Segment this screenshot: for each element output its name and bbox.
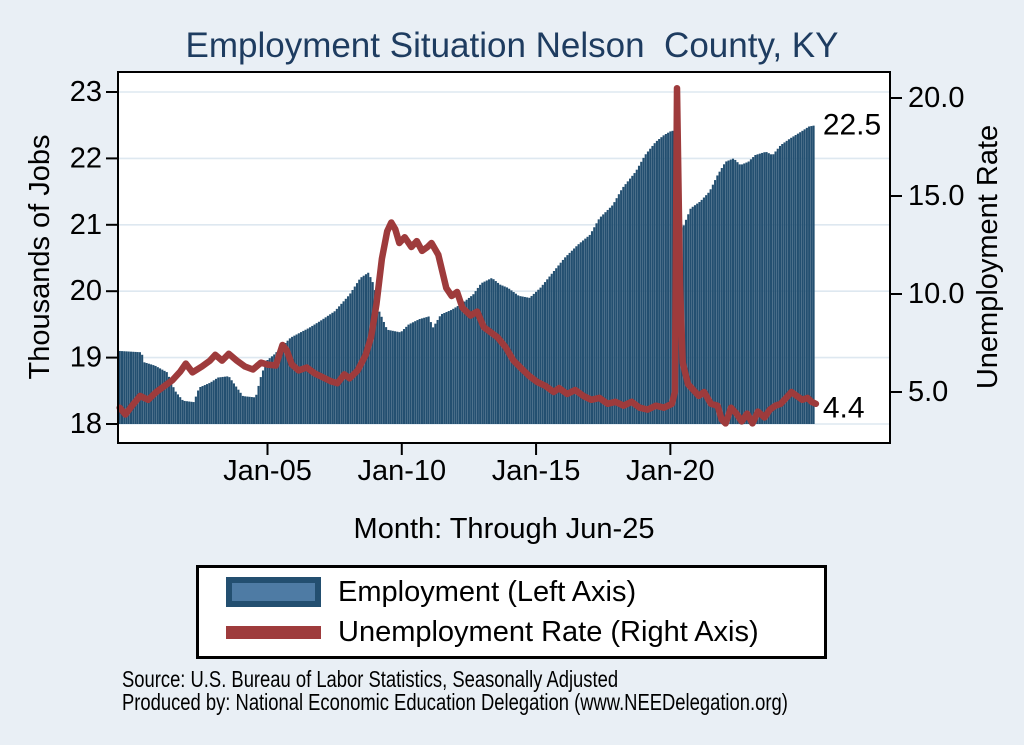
- footer-produced-by: Produced by: National Economic Education…: [122, 689, 788, 715]
- legend-item-employment: Employment (Left Axis): [226, 576, 824, 608]
- svg-text:Jan-10: Jan-10: [357, 455, 446, 487]
- right-axis-title: Unemployment Rate: [972, 125, 1004, 389]
- left-axis: 18 19 20 21 22 23: [70, 76, 118, 440]
- svg-text:23: 23: [70, 76, 102, 108]
- left-axis-title: Thousands of Jobs: [24, 134, 56, 379]
- x-axis: Jan-05 Jan-10 Jan-15 Jan-20: [223, 443, 715, 487]
- svg-text:Jan-15: Jan-15: [492, 455, 581, 487]
- right-axis: 5.0 10.0 15.0 20.0: [890, 82, 964, 408]
- legend-label-employment: Employment (Left Axis): [338, 575, 637, 608]
- svg-text:Jan-20: Jan-20: [626, 455, 715, 487]
- annotation-unemployment-latest: 4.4: [823, 391, 865, 424]
- employment-bars-series: [118, 125, 815, 425]
- annotation-employment-latest: 22.5: [823, 109, 881, 142]
- svg-text:19: 19: [70, 342, 102, 374]
- legend-box: Employment (Left Axis) Unemployment Rate…: [196, 565, 827, 659]
- unemployment-rate-line: [116, 84, 820, 427]
- x-axis-title: Month: Through Jun-25: [354, 513, 655, 545]
- legend-swatch-employment-bar: [226, 577, 321, 607]
- svg-text:15.0: 15.0: [908, 180, 964, 212]
- svg-text:Jan-05: Jan-05: [223, 455, 312, 487]
- footer: Source: U.S. Bureau of Labor Statistics,…: [122, 668, 788, 714]
- svg-text:20.0: 20.0: [908, 82, 964, 114]
- footer-source: Source: U.S. Bureau of Labor Statistics,…: [122, 666, 619, 692]
- svg-text:21: 21: [70, 209, 102, 241]
- legend-label-unemployment: Unemployment Rate (Right Axis): [338, 615, 759, 648]
- plot-border: [117, 71, 891, 444]
- legend-swatch-unemployment-line: [226, 625, 321, 639]
- svg-text:18: 18: [70, 408, 102, 440]
- svg-text:10.0: 10.0: [908, 278, 964, 310]
- svg-text:22: 22: [70, 142, 102, 174]
- legend-item-unemployment: Unemployment Rate (Right Axis): [226, 616, 824, 648]
- svg-text:20: 20: [70, 275, 102, 307]
- chart-title: Employment Situation Nelson County, KY: [185, 26, 839, 65]
- svg-text:5.0: 5.0: [908, 376, 948, 408]
